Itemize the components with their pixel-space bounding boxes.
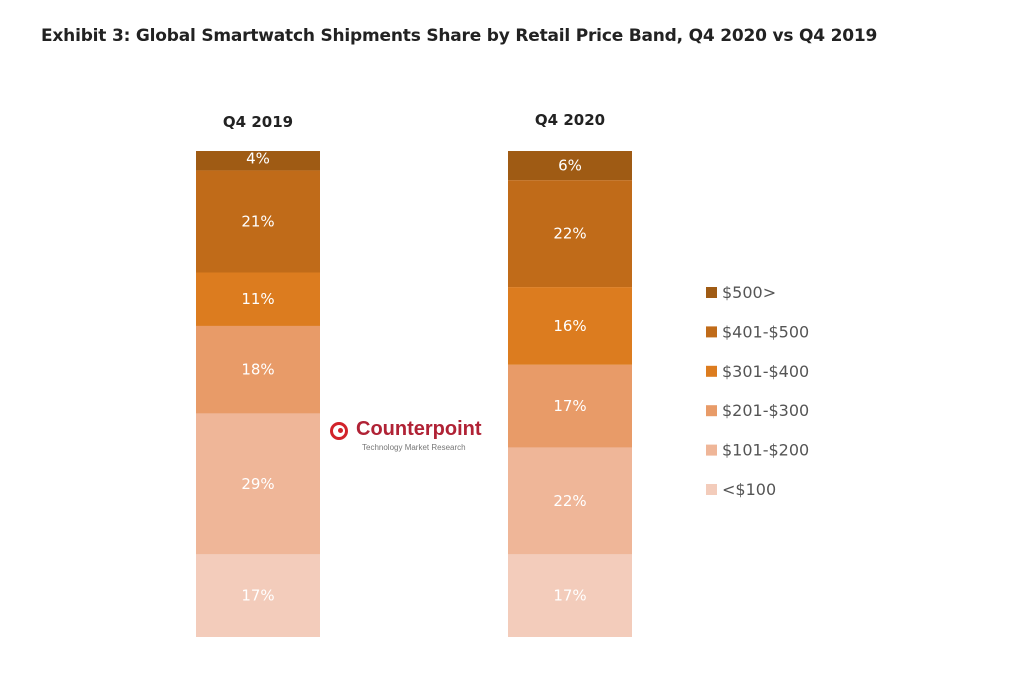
bar-segment [196, 170, 320, 273]
bar-segment [196, 151, 320, 171]
bar-segment [196, 413, 320, 555]
legend-swatch [706, 444, 717, 456]
legend-label: $401-$500 [722, 322, 809, 341]
data-label: 11% [241, 290, 274, 308]
data-label: 17% [553, 397, 586, 415]
category-label: Q4 2019 [223, 113, 293, 131]
legend-swatch [706, 287, 717, 298]
data-label: 29% [241, 475, 274, 493]
legend-label: $201-$300 [722, 401, 809, 420]
data-label: 22% [553, 225, 586, 243]
category-label: Q4 2020 [535, 111, 605, 129]
logo-tagline: Technology Market Research [362, 443, 466, 452]
bar-segment [508, 447, 632, 555]
chart-title: Exhibit 3: Global Smartwatch Shipments S… [41, 26, 878, 46]
legend-label: $500> [722, 283, 776, 302]
legend-swatch [706, 484, 717, 495]
bar-segment [508, 554, 632, 637]
data-label: 16% [553, 317, 586, 335]
data-label: 4% [246, 150, 270, 168]
legend-swatch [706, 405, 717, 417]
bar-segment [196, 325, 320, 414]
data-label: 22% [553, 492, 586, 510]
data-label: 17% [241, 587, 274, 605]
data-label: 21% [241, 212, 274, 230]
legend-label: <$100 [722, 480, 776, 499]
data-label: 6% [558, 157, 582, 175]
legend-label: $301-$400 [722, 362, 809, 381]
bar-segment [508, 180, 632, 288]
data-label: 18% [241, 361, 274, 379]
legend-label: $101-$200 [722, 441, 809, 460]
bar-segment [508, 151, 632, 181]
bar-segment [196, 554, 320, 637]
legend-swatch [706, 326, 717, 338]
bar-segment [508, 364, 632, 448]
counterpoint-logo-icon [330, 422, 348, 440]
bar-segment [196, 272, 320, 326]
legend-swatch [706, 365, 717, 377]
bar-segment [508, 287, 632, 365]
logo-name: Counterpoint [356, 418, 482, 440]
data-label: 17% [553, 587, 586, 605]
